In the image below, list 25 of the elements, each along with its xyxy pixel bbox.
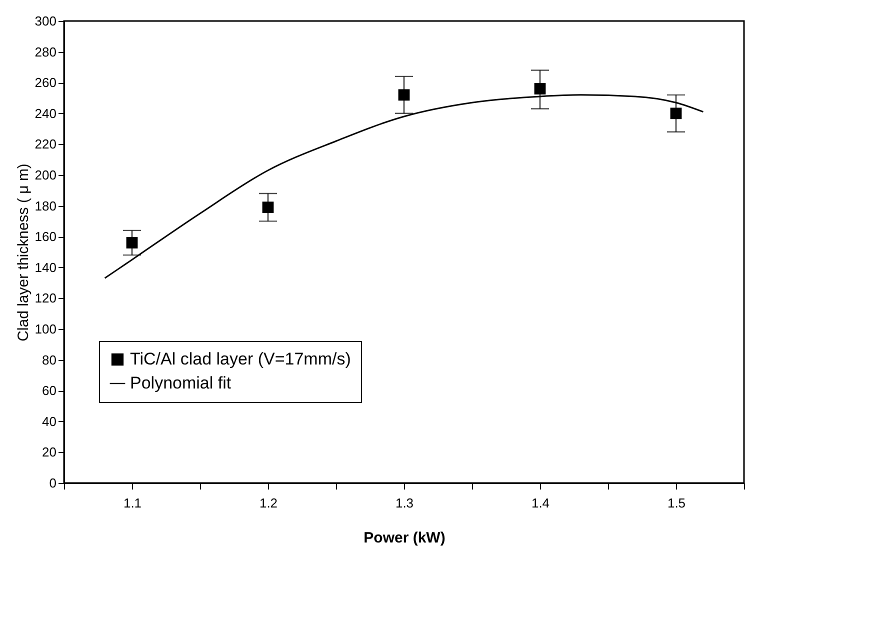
- y-tick-label: 220: [34, 136, 56, 152]
- x-tick-label: 1.1: [123, 496, 142, 510]
- y-tick-label: 80: [42, 352, 56, 368]
- x-tick-label: 1.3: [395, 496, 414, 510]
- y-tick-label: 280: [34, 44, 56, 60]
- y-tick-label: 40: [42, 414, 56, 429]
- y-axis-title: Clad layer thickness ( μ m): [14, 164, 32, 342]
- legend-label: Polynomial fit: [130, 374, 232, 392]
- y-tick-label: 240: [34, 106, 56, 121]
- y-tick-label: 160: [34, 229, 56, 244]
- x-tick-label: 1.2: [259, 496, 278, 510]
- y-tick-label: 120: [34, 290, 56, 306]
- legend-label: TiC/Al clad layer (V=17mm/s): [130, 350, 351, 368]
- y-tick-label: 20: [42, 444, 56, 460]
- y-tick-label: 0: [49, 476, 56, 490]
- y-tick-label: 260: [34, 75, 56, 90]
- y-tick-label: 200: [34, 168, 56, 182]
- y-tick-label: 60: [42, 383, 56, 398]
- x-axis-title: Power (kW): [364, 530, 446, 546]
- y-tick-label: 300: [34, 14, 56, 28]
- x-tick-label: 1.5: [667, 496, 686, 510]
- y-tick-label: 180: [34, 198, 56, 214]
- x-tick-label: 1.4: [531, 496, 550, 510]
- y-tick-label: 140: [34, 260, 56, 275]
- y-tick-label: 100: [34, 322, 56, 336]
